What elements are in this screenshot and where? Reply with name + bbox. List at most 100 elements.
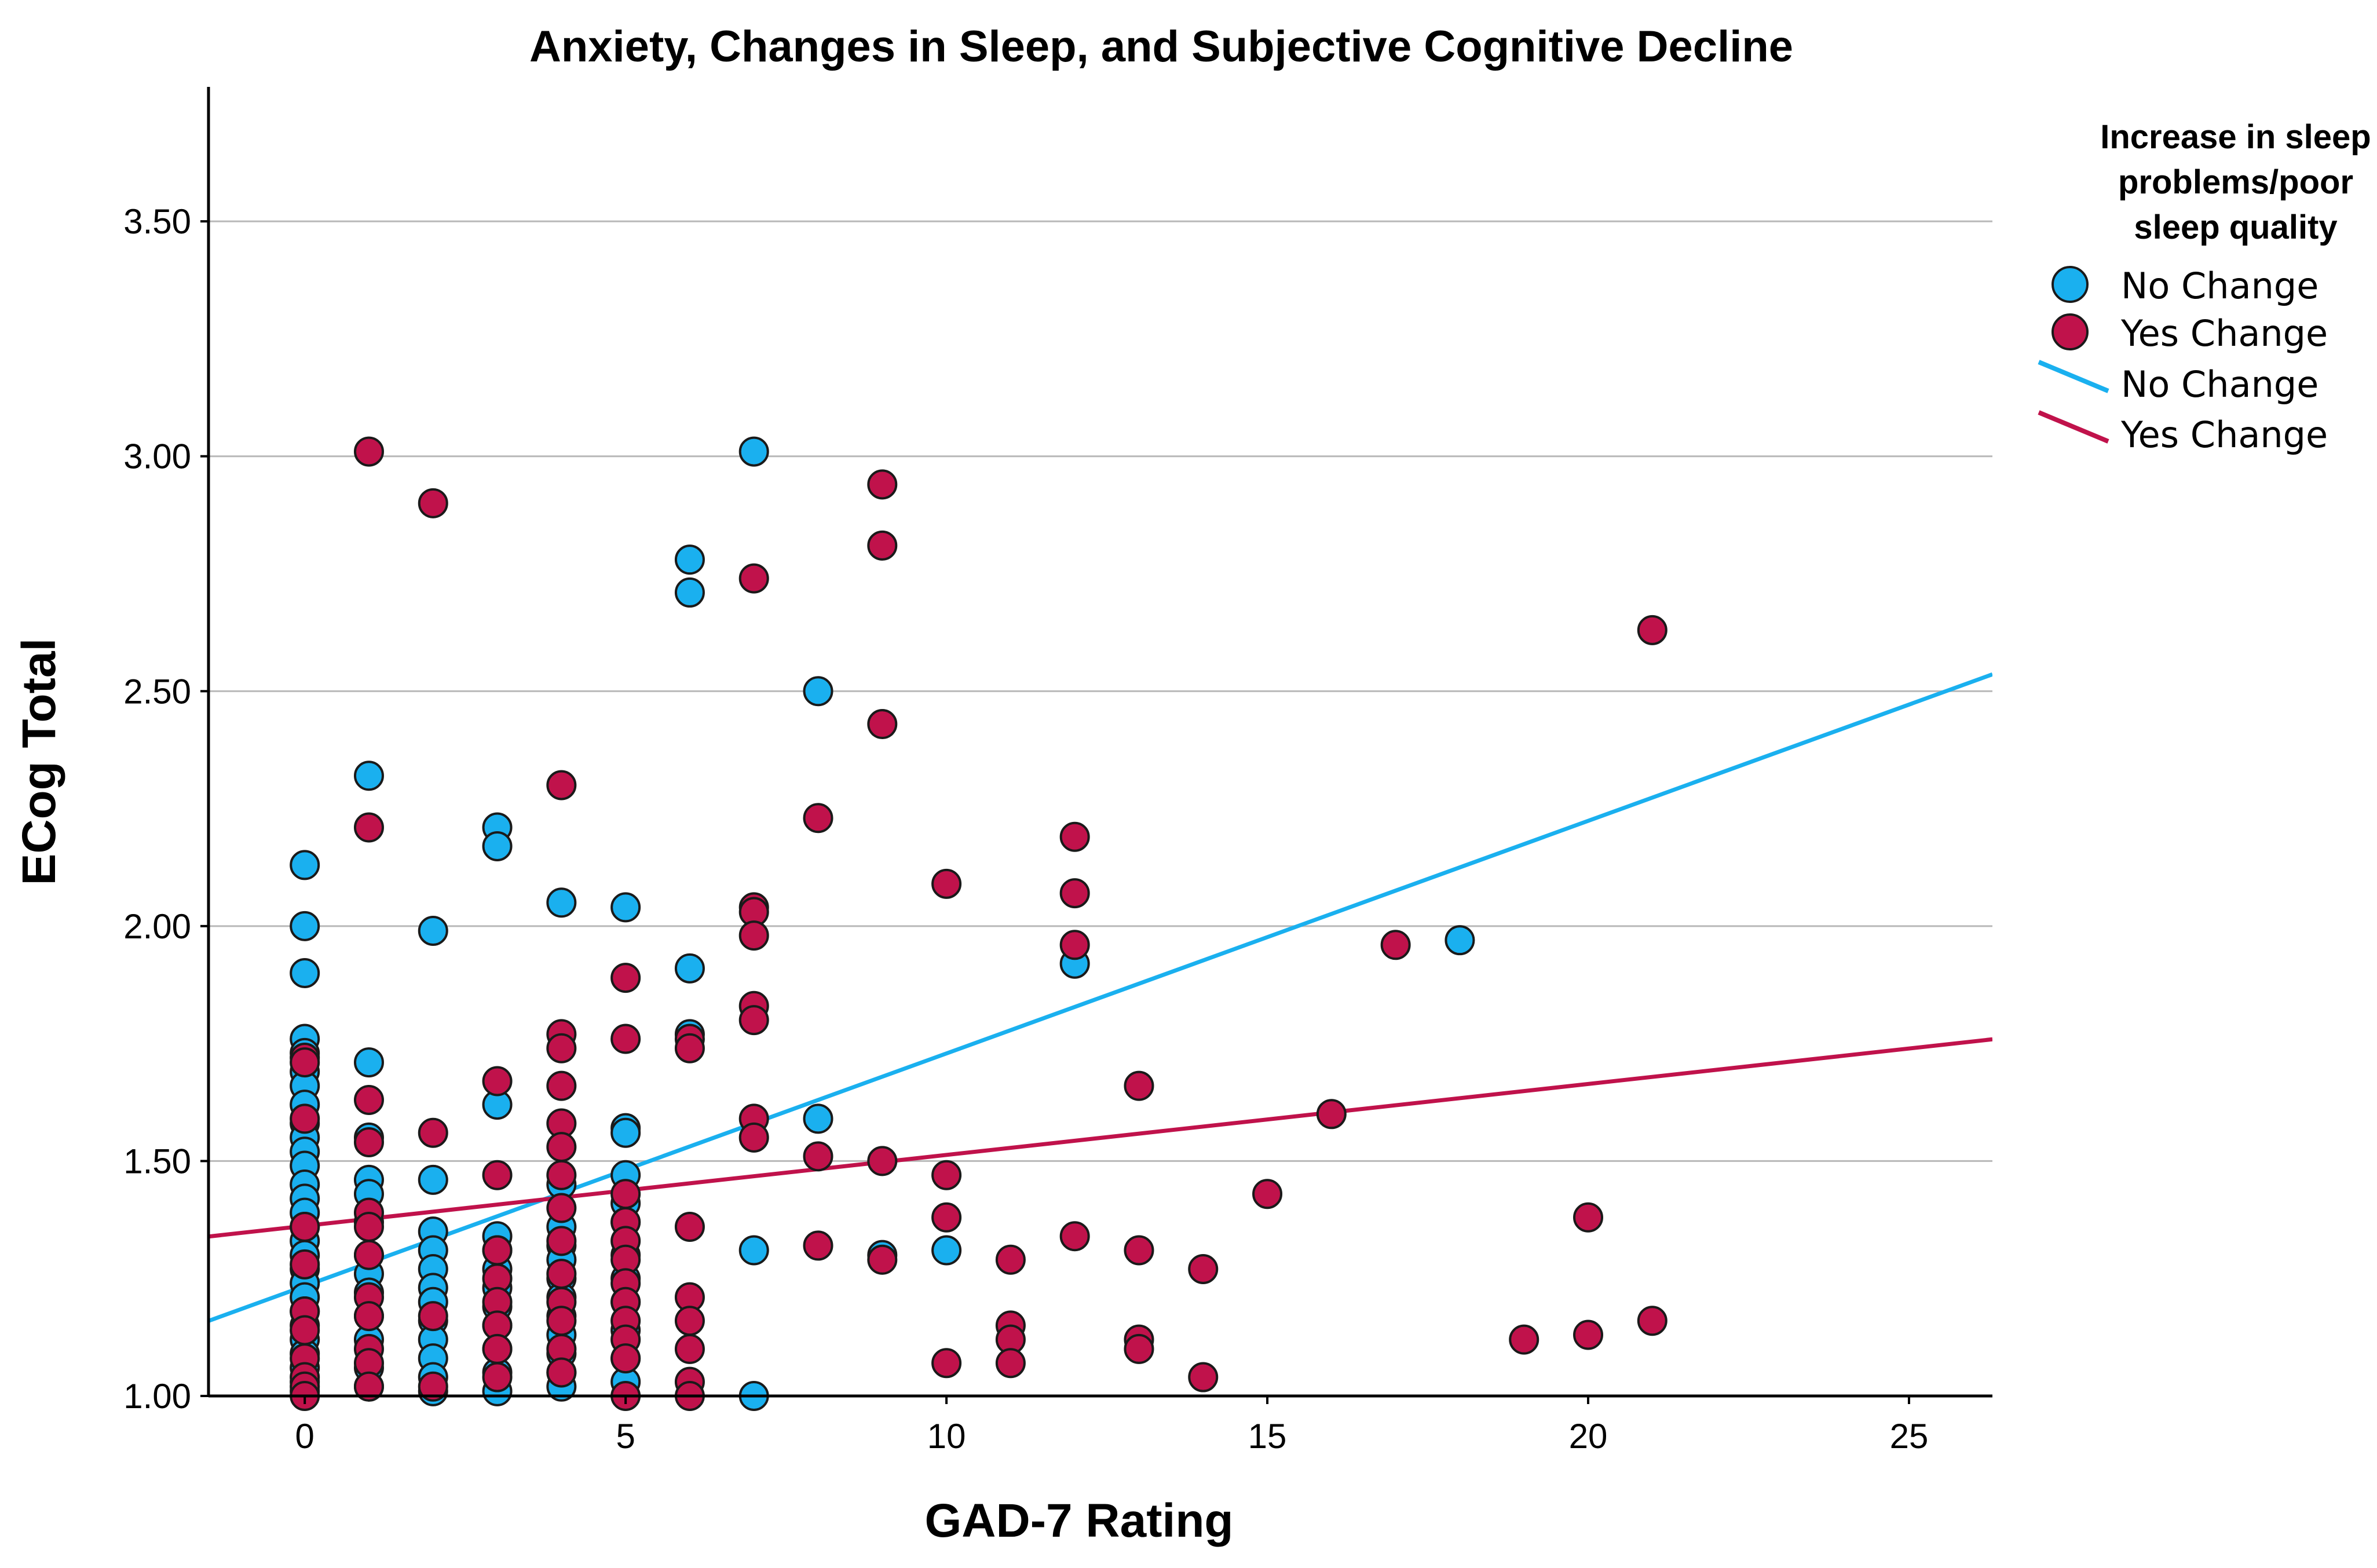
point-yes-change-19 xyxy=(353,1301,384,1332)
point-yes-change-78 xyxy=(803,1141,833,1172)
point-no-change-28 xyxy=(353,761,384,791)
tick-labels: 0 5 10 15 20 25 1.00 1.50 2.00 2.50 3.00 3.50 xyxy=(123,202,1928,1456)
point-yes-change-69 xyxy=(738,563,769,594)
point-yes-change-63 xyxy=(674,1211,705,1242)
x-tick-label-2: 10 xyxy=(927,1417,966,1456)
point-yes-change-85 xyxy=(931,868,962,899)
point-no-change-54 xyxy=(482,831,513,861)
x-tick-label-3: 15 xyxy=(1248,1417,1287,1456)
point-yes-change-74 xyxy=(738,1005,769,1036)
point-yes-change-25 xyxy=(418,1301,448,1332)
point-no-change-41 xyxy=(418,915,448,946)
y-tick-label-3: 2.50 xyxy=(123,672,191,711)
point-yes-change-80 xyxy=(867,469,898,500)
point-yes-change-59 xyxy=(610,1343,641,1374)
y-axis-title: ECog Total xyxy=(13,638,65,886)
legend-line-yes-change xyxy=(2038,410,2109,444)
series-yes-change xyxy=(290,436,1667,1411)
point-no-change-2 xyxy=(290,957,320,988)
x-axis-title: GAD-7 Rating xyxy=(925,1494,1234,1547)
point-yes-change-34 xyxy=(482,1362,513,1392)
point-no-change-97 xyxy=(803,1103,833,1134)
x-tick-label-0: 0 xyxy=(295,1417,314,1456)
point-yes-change-110 xyxy=(1637,1306,1667,1336)
point-no-change-79 xyxy=(610,1117,641,1148)
legend-label-marker-no-change: No Change xyxy=(2121,265,2319,307)
legend-title-line-2: sleep quality xyxy=(2134,209,2337,246)
point-yes-change-105 xyxy=(1380,930,1411,960)
point-yes-change-83 xyxy=(867,1146,898,1176)
point-yes-change-108 xyxy=(1573,1320,1604,1350)
point-yes-change-38 xyxy=(546,1070,577,1101)
point-yes-change-96 xyxy=(1059,1221,1090,1252)
y-tick-label-0: 1.00 xyxy=(123,1377,191,1416)
point-yes-change-103 xyxy=(1252,1179,1283,1209)
point-yes-change-42 xyxy=(546,1193,577,1223)
point-yes-change-77 xyxy=(803,803,833,834)
point-yes-change-40 xyxy=(546,1132,577,1163)
fit-line-yes-change xyxy=(209,1037,1992,1239)
point-yes-change-13 xyxy=(353,1084,384,1115)
point-no-change-77 xyxy=(610,892,641,923)
point-yes-change-49 xyxy=(610,963,641,993)
point-yes-change-23 xyxy=(418,488,448,518)
point-yes-change-81 xyxy=(867,530,898,561)
point-yes-change-76 xyxy=(738,1122,769,1153)
point-no-change-99 xyxy=(931,1235,962,1266)
fit-line-no-change xyxy=(209,672,1992,1323)
point-no-change-29 xyxy=(353,1047,384,1078)
point-no-change-96 xyxy=(803,676,833,707)
grid-lines xyxy=(209,220,1992,1162)
point-no-change-65 xyxy=(546,887,577,918)
point-yes-change-100 xyxy=(1124,1333,1154,1364)
point-yes-change-89 xyxy=(995,1244,1026,1275)
x-tick-label-1: 5 xyxy=(616,1417,635,1456)
axes xyxy=(207,87,1992,1398)
point-no-change-91 xyxy=(674,953,705,984)
point-yes-change-101 xyxy=(1188,1253,1219,1284)
point-no-change-101 xyxy=(1445,925,1475,956)
point-yes-change-6 xyxy=(290,1315,320,1346)
point-yes-change-33 xyxy=(482,1333,513,1364)
x-tick-label-5: 25 xyxy=(1890,1417,1929,1456)
point-yes-change-84 xyxy=(867,1244,898,1275)
point-yes-change-3 xyxy=(290,1211,320,1242)
point-yes-change-27 xyxy=(482,1066,513,1096)
point-yes-change-24 xyxy=(418,1117,448,1148)
point-yes-change-94 xyxy=(1059,878,1090,909)
point-yes-change-4 xyxy=(290,1249,320,1280)
point-yes-change-102 xyxy=(1188,1362,1219,1392)
point-yes-change-51 xyxy=(610,1179,641,1209)
y-tick-label-2: 2.00 xyxy=(123,907,191,946)
point-no-change-90 xyxy=(674,577,705,608)
point-yes-change-109 xyxy=(1637,615,1667,645)
point-yes-change-35 xyxy=(546,770,577,801)
point-no-change-93 xyxy=(738,436,769,467)
legend-marker-no-change xyxy=(2051,266,2089,303)
point-yes-change-26 xyxy=(418,1371,448,1402)
fit-lines xyxy=(209,672,1992,1323)
legend-label-line-no-change: No Change xyxy=(2121,363,2319,405)
point-no-change-94 xyxy=(738,1235,769,1266)
legend-label-line-yes-change: Yes Change xyxy=(2120,414,2328,456)
point-yes-change-41 xyxy=(546,1160,577,1190)
point-yes-change-72 xyxy=(738,920,769,951)
point-yes-change-106 xyxy=(1509,1324,1539,1355)
point-yes-change-48 xyxy=(546,1357,577,1388)
point-no-change-0 xyxy=(290,850,320,880)
point-yes-change-44 xyxy=(546,1259,577,1289)
point-yes-change-93 xyxy=(1059,821,1090,852)
point-yes-change-1 xyxy=(290,1047,320,1078)
point-yes-change-11 xyxy=(353,436,384,467)
y-tick-label-4: 3.00 xyxy=(123,437,191,476)
legend-marker-yes-change xyxy=(2051,313,2089,350)
point-yes-change-88 xyxy=(931,1348,962,1379)
point-yes-change-29 xyxy=(482,1235,513,1266)
legend-title-line-0: Increase in sleep xyxy=(2100,118,2371,156)
legend-title-line-1: problems/poor xyxy=(2118,163,2353,201)
point-yes-change-12 xyxy=(353,812,384,843)
y-tick-label-1: 1.50 xyxy=(123,1142,191,1180)
point-yes-change-82 xyxy=(867,709,898,740)
